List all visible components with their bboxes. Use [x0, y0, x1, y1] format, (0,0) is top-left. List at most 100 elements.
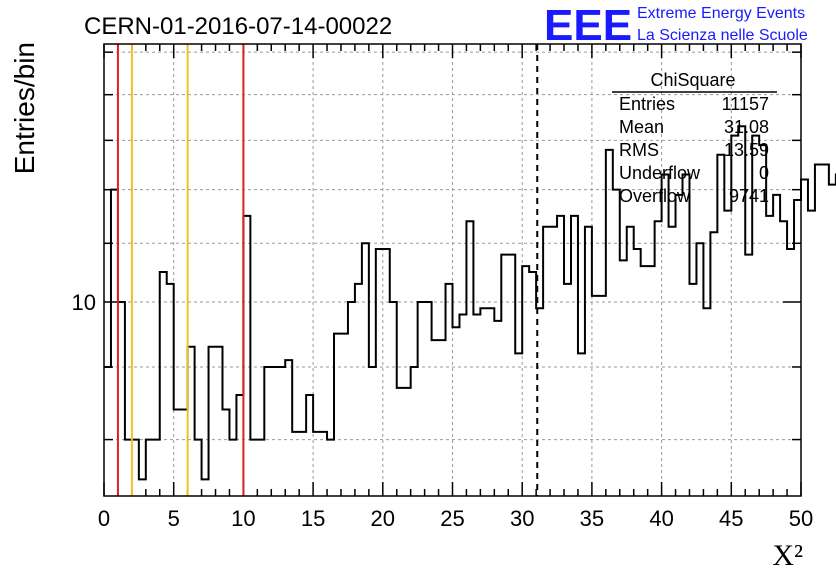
- histogram-bin: [313, 432, 320, 496]
- histogram-bin: [306, 395, 313, 496]
- histogram-bin: [125, 440, 132, 496]
- histogram-bin: [480, 308, 487, 496]
- stats-value: 11157: [722, 94, 769, 114]
- histogram-bin: [250, 440, 257, 496]
- histogram-bin: [453, 327, 460, 496]
- histogram-bin: [724, 211, 731, 496]
- histogram-bin: [641, 266, 648, 496]
- histogram-bin: [592, 296, 599, 496]
- x-tick-label: 40: [649, 506, 673, 531]
- histogram-bin: [494, 321, 501, 496]
- histogram-bin: [745, 255, 752, 496]
- histogram-bin: [376, 249, 383, 496]
- histogram-bin: [167, 284, 174, 496]
- histogram-bin: [229, 440, 236, 496]
- histogram-bin: [508, 255, 515, 496]
- histogram-bin: [264, 367, 271, 496]
- x-tick-label: 45: [719, 506, 743, 531]
- histogram-bin: [243, 216, 250, 496]
- histogram-bin: [822, 165, 829, 496]
- histogram-bin: [432, 340, 439, 496]
- histogram-bin: [383, 249, 390, 496]
- x-tick-label: 30: [510, 506, 534, 531]
- x-tick-label: 25: [440, 506, 464, 531]
- tick-labels: 0 5 10 15 20 25 30 35 40 45 50 10: [72, 290, 814, 531]
- stats-title: ChiSquare: [650, 70, 735, 90]
- histogram-bin: [390, 302, 397, 496]
- x-tick-label: 5: [168, 506, 180, 531]
- x-tick-label: 0: [98, 506, 110, 531]
- histogram-bin: [487, 308, 494, 496]
- stats-value: 0: [759, 163, 769, 183]
- histogram-bin: [606, 150, 613, 496]
- histogram-bin: [334, 334, 341, 496]
- vertical-marker-lines: [116, 44, 539, 496]
- histogram-bin: [655, 221, 662, 496]
- histogram-bin: [627, 227, 634, 496]
- eee-logo-line2: La Scienza nelle Scuole: [637, 27, 808, 44]
- stats-label: Overflow: [619, 186, 691, 206]
- histogram-bin: [571, 216, 578, 496]
- histogram-bin: [369, 367, 376, 496]
- histogram-bin: [515, 353, 522, 496]
- histogram-bin: [348, 302, 355, 496]
- histogram-bin: [578, 353, 585, 496]
- stats-label: RMS: [619, 140, 659, 160]
- histogram-bin: [292, 432, 299, 496]
- histogram-bin: [648, 266, 655, 496]
- histogram-bin: [404, 388, 411, 496]
- histogram-bin: [285, 360, 292, 496]
- histogram-bin: [815, 165, 822, 496]
- histogram-bin: [634, 249, 641, 496]
- histogram-bin: [613, 190, 620, 496]
- histogram-bin: [473, 314, 480, 496]
- histogram-bin: [801, 179, 808, 496]
- histogram-bin: [153, 440, 160, 496]
- histogram-bin: [466, 221, 473, 496]
- histogram-bin: [773, 195, 780, 496]
- stats-value: 13.59: [724, 140, 769, 160]
- histogram-bin: [829, 185, 836, 496]
- histogram-bin: [425, 302, 432, 496]
- histogram-bin: [146, 440, 153, 496]
- histogram-bin: [787, 249, 794, 496]
- histogram-bin: [676, 195, 683, 496]
- histogram-bin: [446, 284, 453, 496]
- histogram-bin: [278, 367, 285, 496]
- histogram-bin: [341, 334, 348, 496]
- histogram-bin: [174, 409, 181, 496]
- histogram-bin: [529, 272, 536, 496]
- histogram-bin: [181, 409, 188, 496]
- histogram-bin: [620, 260, 627, 496]
- histogram-bin: [780, 221, 787, 496]
- y-axis-title: Entries/bin: [9, 42, 40, 174]
- x-tick-label: 15: [301, 506, 325, 531]
- histogram-bin: [564, 284, 571, 496]
- histogram-bin: [703, 308, 710, 496]
- histogram-bin: [209, 347, 216, 496]
- eee-logo-mark: EEE: [544, 1, 632, 50]
- stats-label: Underflow: [619, 163, 701, 183]
- histogram-bin: [557, 216, 564, 496]
- histogram-bin: [327, 440, 334, 496]
- histogram-step-line: [104, 125, 836, 481]
- histogram-bin: [397, 388, 404, 496]
- histogram-bin: [738, 126, 745, 496]
- y-tick-label: 10: [72, 290, 96, 315]
- histogram-bin: [550, 227, 557, 496]
- histogram-bin: [320, 432, 327, 496]
- histogram-bin: [160, 272, 167, 496]
- histogram-bin: [257, 440, 264, 496]
- x-tick-label: 35: [580, 506, 604, 531]
- histogram-bin: [766, 216, 773, 496]
- histogram-bin: [104, 367, 111, 496]
- histogram-bin: [501, 255, 508, 496]
- histogram-bin: [271, 367, 278, 496]
- histogram-bin: [794, 200, 801, 496]
- histogram-bin: [132, 440, 139, 496]
- histogram-bin: [599, 296, 606, 496]
- histogram-bin: [669, 227, 676, 496]
- histogram-bin: [202, 479, 209, 496]
- histogram-bin: [689, 284, 696, 496]
